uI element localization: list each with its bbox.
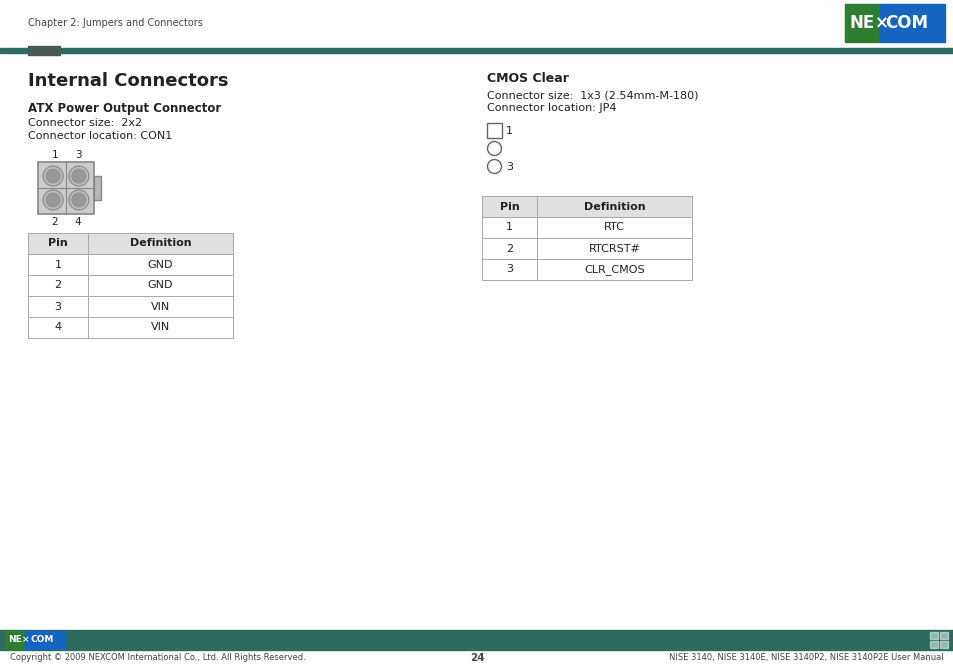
Circle shape — [46, 169, 60, 183]
Circle shape — [71, 193, 86, 207]
Bar — [879, 4, 944, 42]
Text: 3: 3 — [54, 302, 61, 312]
Text: 1: 1 — [54, 259, 61, 269]
Text: ×: × — [874, 14, 888, 32]
Text: GND: GND — [148, 280, 173, 290]
Circle shape — [71, 169, 86, 183]
Bar — [0, 0, 953, 55]
Text: 3: 3 — [74, 150, 81, 160]
Bar — [25, 631, 65, 649]
Bar — [28, 46, 60, 55]
Text: 24: 24 — [469, 653, 484, 663]
Text: Definition: Definition — [130, 239, 192, 249]
Bar — [844, 4, 879, 42]
Bar — [28, 254, 233, 275]
Text: Pin: Pin — [499, 202, 518, 212]
Text: Connector size:  2x2: Connector size: 2x2 — [28, 118, 142, 128]
Text: 2: 2 — [54, 280, 62, 290]
Bar — [939, 632, 947, 639]
Text: Definition: Definition — [583, 202, 644, 212]
Text: VIN: VIN — [151, 323, 170, 333]
Text: GND: GND — [148, 259, 173, 269]
Bar — [28, 296, 233, 317]
Text: 2: 2 — [505, 243, 513, 253]
Text: NE: NE — [848, 14, 874, 32]
Text: 3: 3 — [505, 265, 513, 274]
Bar — [28, 275, 233, 296]
Circle shape — [487, 142, 501, 155]
Text: 1: 1 — [505, 222, 513, 233]
Bar — [481, 217, 691, 238]
Bar — [486, 123, 501, 138]
Text: NE: NE — [9, 636, 22, 644]
Text: CMOS Clear: CMOS Clear — [486, 72, 568, 85]
Bar — [28, 317, 233, 338]
Bar — [5, 631, 25, 649]
Text: VIN: VIN — [151, 302, 170, 312]
Text: Copyright © 2009 NEXCOM International Co., Ltd. All Rights Reserved.: Copyright © 2009 NEXCOM International Co… — [10, 653, 305, 662]
Text: 4: 4 — [54, 323, 62, 333]
Bar — [481, 238, 691, 259]
Circle shape — [46, 193, 60, 207]
Circle shape — [69, 190, 89, 210]
Text: CLR_CMOS: CLR_CMOS — [583, 264, 644, 275]
Text: Internal Connectors: Internal Connectors — [28, 72, 229, 90]
Text: COM: COM — [884, 14, 927, 32]
Bar — [929, 632, 937, 639]
Circle shape — [43, 166, 63, 186]
Bar — [0, 630, 953, 650]
Text: 4: 4 — [74, 217, 81, 227]
Bar — [481, 259, 691, 280]
Text: Connector location: CON1: Connector location: CON1 — [28, 131, 172, 141]
Bar — [38, 162, 94, 214]
Text: 2: 2 — [51, 217, 58, 227]
Circle shape — [487, 159, 501, 173]
Text: Connector location: JP4: Connector location: JP4 — [486, 103, 616, 113]
Text: 1: 1 — [51, 150, 58, 160]
Text: 1: 1 — [505, 126, 513, 136]
Bar — [929, 641, 937, 648]
Bar — [939, 641, 947, 648]
Text: ATX Power Output Connector: ATX Power Output Connector — [28, 102, 221, 115]
Circle shape — [69, 166, 89, 186]
Bar — [481, 196, 691, 217]
Text: NISE 3140, NISE 3140E, NISE 3140P2, NISE 3140P2E User Manual: NISE 3140, NISE 3140E, NISE 3140P2, NISE… — [669, 653, 943, 662]
Text: ×: × — [22, 636, 30, 644]
Text: RTCRST#: RTCRST# — [588, 243, 639, 253]
Text: COM: COM — [30, 636, 53, 644]
Bar — [94, 176, 101, 200]
Bar — [28, 233, 233, 254]
Text: Connector size:  1x3 (2.54mm-M-180): Connector size: 1x3 (2.54mm-M-180) — [486, 90, 698, 100]
Text: RTC: RTC — [603, 222, 624, 233]
Text: Pin: Pin — [48, 239, 68, 249]
Text: Chapter 2: Jumpers and Connectors: Chapter 2: Jumpers and Connectors — [28, 18, 203, 28]
Circle shape — [43, 190, 63, 210]
Text: 3: 3 — [505, 161, 513, 171]
Bar — [0, 48, 953, 53]
